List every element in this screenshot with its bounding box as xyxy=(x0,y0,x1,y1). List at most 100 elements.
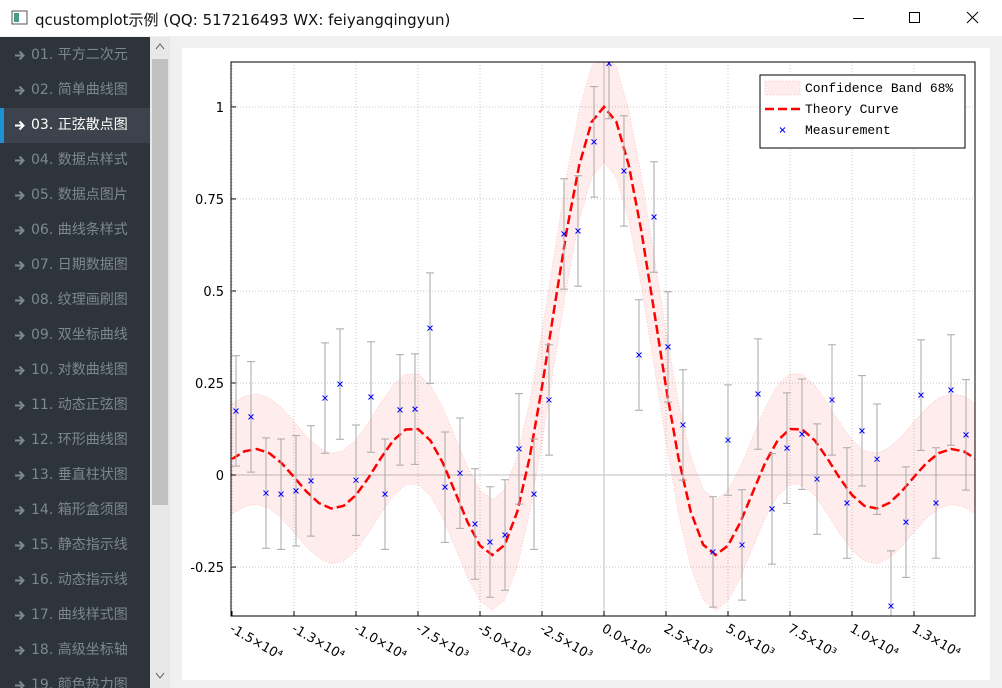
measurement-point xyxy=(263,490,269,496)
measurement-point xyxy=(457,470,463,477)
legend-swatch xyxy=(764,80,801,96)
nav-label: 02. 简单曲线图 xyxy=(31,82,128,98)
nav-label: 07. 日期数据图 xyxy=(31,257,128,273)
nav-arrow xyxy=(15,365,25,376)
nav-label: 08. 纹理画刷图 xyxy=(31,292,128,308)
nav-item[interactable]: 12. 环形曲线图 xyxy=(0,423,150,458)
measurement-point xyxy=(308,478,314,484)
x-tick-label: -1.3×10⁴ xyxy=(289,621,347,663)
measurement-point xyxy=(888,603,894,609)
chart: -0.25 0 0.25 0.5 0.75 1 -1.5×10⁴ -1.3×10⁴ -1.0×1… xyxy=(190,61,976,663)
nav-item[interactable]: 17. 曲线样式图 xyxy=(0,598,150,633)
measurement-point xyxy=(829,397,835,403)
y-tick-label: 0.5 xyxy=(203,285,224,300)
measurement-point xyxy=(382,491,388,498)
x-tick-label: 1.0×10⁴ xyxy=(847,621,901,661)
nav-item[interactable]: 04. 数据点样式 xyxy=(0,143,150,178)
measurement-point xyxy=(442,484,448,491)
nav-label: 14. 箱形盒须图 xyxy=(31,502,128,518)
y-tick-label: 0.25 xyxy=(195,377,224,392)
measurement-point xyxy=(710,549,716,555)
nav-item[interactable]: 09. 双坐标曲线 xyxy=(0,318,150,353)
x-tick-label: 2.5×10³ xyxy=(661,621,715,661)
nav-arrow xyxy=(15,155,25,166)
nav-item[interactable]: 18. 高级坐标轴 xyxy=(0,633,150,668)
measurement-point xyxy=(799,431,805,438)
nav-label: 09. 双坐标曲线 xyxy=(31,327,128,343)
measurement-point xyxy=(472,521,478,527)
theory-curve xyxy=(231,104,975,557)
nav-arrow xyxy=(15,120,25,131)
measurement-point xyxy=(606,62,612,67)
nav-arrow xyxy=(15,435,25,446)
legend-swatch xyxy=(779,127,786,133)
x-tick-label: -1.0×10⁴ xyxy=(351,621,409,663)
measurement-point xyxy=(636,352,642,358)
nav-item[interactable]: 01. 平方二次元 xyxy=(0,38,150,73)
app-icon-part xyxy=(14,13,19,22)
plot-area xyxy=(231,62,975,616)
close-button[interactable] xyxy=(966,11,979,24)
scroll-thumb[interactable] xyxy=(152,59,168,505)
measurement-point xyxy=(412,406,418,412)
measurement-point xyxy=(755,391,761,397)
nav-arrow xyxy=(15,540,25,551)
measurement-point xyxy=(546,397,552,403)
measurement-point xyxy=(337,381,343,387)
nav-arrow xyxy=(15,260,25,271)
axis-frame xyxy=(230,61,976,617)
nav-item[interactable]: 10. 对数曲线图 xyxy=(0,353,150,388)
measurement-point xyxy=(427,325,433,331)
nav-arrow xyxy=(15,505,25,516)
nav-item[interactable]: 08. 纹理画刷图 xyxy=(0,283,150,318)
nav-arrow xyxy=(15,50,25,61)
nav-arrow xyxy=(15,645,25,656)
measurement-point xyxy=(487,539,493,545)
measurement-point xyxy=(769,506,775,512)
nav-label: 15. 静态指示线 xyxy=(31,537,128,553)
window-title: qcustomplot示例 (QQ: 517216493 WX: feiyang… xyxy=(35,11,451,29)
maximize-button[interactable] xyxy=(909,12,920,23)
nav-item[interactable]: 19. 颜色热力图 xyxy=(0,668,150,688)
scroll-down[interactable] xyxy=(155,672,165,679)
nav-item[interactable]: 14. 箱形盒须图 xyxy=(0,493,150,528)
measurement-point xyxy=(784,445,790,451)
nav-label: 18. 高级坐标轴 xyxy=(31,642,128,658)
scroll-up[interactable] xyxy=(155,43,165,50)
measurement-point xyxy=(948,387,954,393)
nav-item[interactable]: 13. 垂直柱状图 xyxy=(0,458,150,493)
nav-item[interactable]: 02. 简单曲线图 xyxy=(0,73,150,108)
scrollbar[interactable] xyxy=(150,37,170,688)
legend-label: Measurement xyxy=(805,123,891,138)
measurement-point xyxy=(368,394,374,400)
y-tick-label: 1 xyxy=(216,101,224,116)
nav-label: 19. 颜色热力图 xyxy=(31,677,128,688)
measurement-point xyxy=(502,532,508,538)
nav-item[interactable]: 16. 动态指示线 xyxy=(0,563,150,598)
nav-arrow xyxy=(15,575,25,586)
nav-item[interactable]: 15. 静态指示线 xyxy=(0,528,150,563)
y-tick-label: 0.75 xyxy=(195,193,224,208)
legend-label: Theory Curve xyxy=(805,102,899,117)
x-tick-label: 5.0×10³ xyxy=(723,621,777,661)
nav-label: 17. 曲线样式图 xyxy=(31,607,128,623)
measurement-point xyxy=(233,408,239,414)
nav-label: 13. 垂直柱状图 xyxy=(31,467,128,483)
measurement-point xyxy=(248,414,254,420)
measurement-point xyxy=(397,407,403,413)
nav-item[interactable]: 11. 动态正弦图 xyxy=(0,388,150,423)
nav-item[interactable]: 05. 数据点图片 xyxy=(0,178,150,213)
x-tick-label: -2.5×10³ xyxy=(537,621,595,663)
measurement-point xyxy=(278,491,284,498)
measurement-point xyxy=(531,491,537,498)
x-tick-label: 1.3×10⁴ xyxy=(909,621,963,661)
y-tick-label: -0.25 xyxy=(190,561,224,576)
measurement-point xyxy=(575,228,581,234)
measurement-point xyxy=(844,500,850,506)
legend-label: Confidence Band 68% xyxy=(805,81,953,96)
nav-item[interactable]: 03. 正弦散点图 xyxy=(0,108,150,143)
nav-item[interactable]: 07. 日期数据图 xyxy=(0,248,150,283)
nav-item[interactable]: 06. 曲线条样式 xyxy=(0,213,150,248)
title-bar-icons xyxy=(11,10,979,25)
nav-label: 01. 平方二次元 xyxy=(31,47,128,63)
